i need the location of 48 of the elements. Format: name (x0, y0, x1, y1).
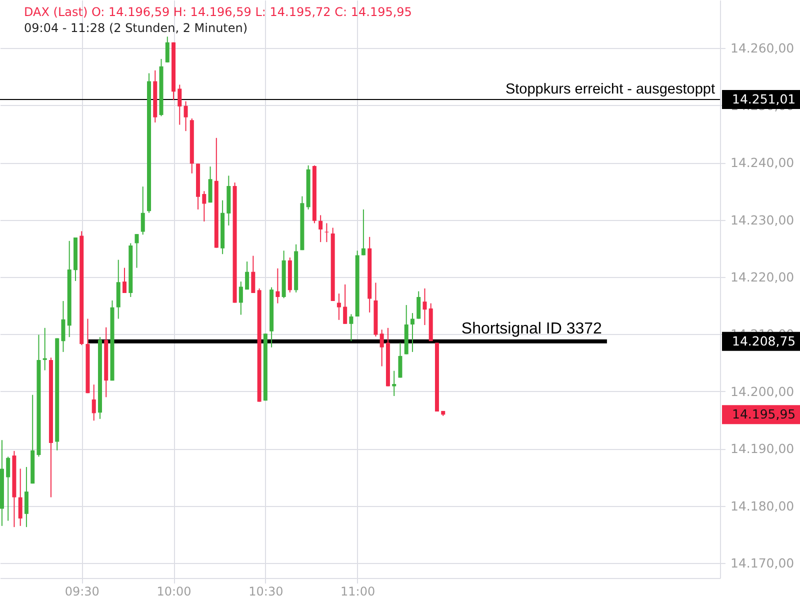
candlestick (238, 281, 243, 316)
y-tick-label: 14.200,00 (730, 384, 794, 399)
series-label: Shortsignal ID 3372 (461, 320, 602, 338)
y-tick-label: 14.170,00 (730, 556, 794, 571)
candlestick (416, 290, 421, 320)
chart-title: DAX (Last) O: 14.196,59 H: 14.196,59 L: 14.195,72 C: 14.195,95 (24, 5, 412, 19)
y-tick-label: 14.220,00 (730, 269, 794, 284)
x-tick-label: 11:00 (340, 584, 376, 598)
candlestick (140, 186, 145, 236)
candlestick (42, 327, 47, 371)
candlestick (380, 329, 384, 367)
candlestick (165, 36, 170, 63)
candlestick (422, 288, 427, 326)
candlestick (184, 100, 188, 132)
candlestick (122, 267, 126, 294)
y-tick-label: 14.260,00 (730, 40, 794, 56)
text: 09:04 - 11:28 (2 Stunden, 2 Minuten) (24, 21, 248, 35)
candlestick (24, 466, 28, 528)
y-tick-label: 14.208,75 (732, 333, 796, 348)
candlestick (92, 384, 96, 422)
candlestick (208, 166, 212, 204)
candlestick (61, 300, 66, 352)
candlestick (251, 255, 256, 294)
candlestick (336, 293, 341, 320)
x-tick-label: 09:30 (64, 584, 100, 598)
candlestick (202, 190, 206, 222)
y-tick-label: 14.195,95 (732, 406, 796, 422)
candlestick (245, 261, 250, 290)
candlestick (398, 342, 402, 378)
candlestick (318, 214, 323, 243)
candlestick (18, 468, 22, 526)
y-tick-label: 14.190,00 (730, 441, 794, 456)
candlestick (392, 370, 396, 397)
x-tick-label: 10:00 (156, 584, 192, 598)
x-tick-label: 10:30 (248, 584, 284, 598)
candlestick (276, 268, 280, 304)
y-tick-label: 14.230,00 (730, 212, 794, 228)
candlestick (349, 314, 354, 342)
y-tick-label: 14.180,00 (730, 498, 794, 514)
candlestick (6, 456, 10, 522)
y-tick-label: 14.251,01 (732, 92, 796, 107)
candlestick (343, 284, 348, 324)
candlestick (361, 208, 366, 256)
candlestick (410, 312, 414, 352)
candlestick (134, 234, 139, 268)
candlestick (178, 84, 182, 126)
ref-line-label: Stoppkurs erreicht - ausgestoppt (505, 82, 715, 98)
y-tick-label: 14.240,00 (730, 155, 794, 170)
